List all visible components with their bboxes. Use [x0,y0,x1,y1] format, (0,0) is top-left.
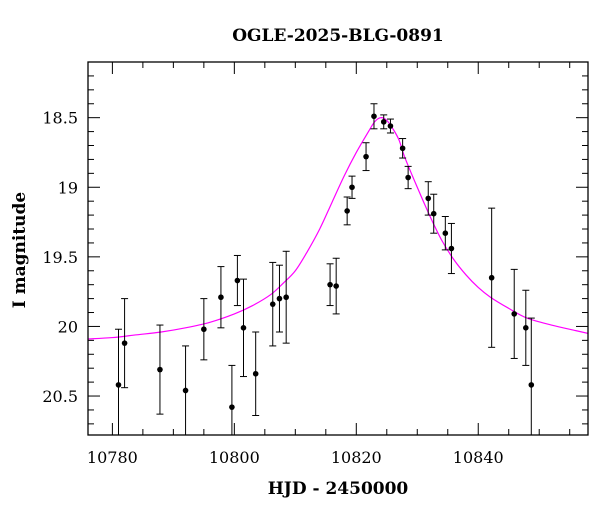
data-point [182,345,190,435]
data-point [522,289,530,366]
data-marker [430,210,437,217]
data-point [404,165,412,190]
data-marker [488,274,495,281]
data-point [282,250,290,344]
x-tick-label: 10820 [331,448,382,467]
data-point [156,324,164,415]
data-marker [115,382,122,388]
data-marker [229,404,235,410]
data-marker [405,174,411,181]
data-point [370,103,378,130]
data-marker [380,119,387,125]
axis-ticks [88,61,588,435]
y-axis-label: I magnitude [10,192,30,309]
data-point [326,263,334,307]
data-marker [327,281,333,288]
data-marker [425,195,432,202]
data-point [332,257,340,315]
data-marker [349,184,355,191]
data-marker [442,230,449,236]
data-marker [218,294,224,301]
x-tick-label: 10800 [209,448,260,467]
chart-title: OGLE-2025-BLG-0891 [232,26,444,46]
data-point [424,181,432,216]
data-point [399,138,407,159]
data-marker [121,340,128,346]
data-marker [371,113,377,120]
data-point [114,328,122,435]
data-point [228,364,236,435]
data-marker [240,325,247,331]
data-point [447,222,455,275]
x-axis-label: HJD - 2450000 [268,479,409,499]
data-marker [283,294,289,301]
data-point [527,317,535,435]
data-marker [448,245,455,252]
y-tick-label: 20.5 [42,387,78,406]
data-point [380,114,388,130]
data-point [217,266,225,329]
data-point [121,298,129,389]
data-marker [252,370,259,377]
data-marker [523,325,529,331]
data-marker [387,123,394,129]
y-tick-label: 18.5 [42,109,78,128]
y-tick-label: 19.5 [42,248,78,267]
data-point [441,215,449,251]
data-marker [363,153,369,160]
data-point [252,331,260,417]
data-point [348,175,356,199]
data-point [488,207,496,348]
x-tick-label: 10840 [453,448,504,467]
data-point [343,196,351,226]
data-marker [269,301,276,307]
data-point [200,298,208,361]
model-curve-layer [88,117,588,340]
y-tick-label: 20 [58,317,78,336]
data-point [386,118,394,134]
data-point [510,268,518,359]
plot-frame [87,61,589,436]
data-marker [528,382,535,388]
data-marker [399,145,406,152]
data-points-layer [114,103,535,435]
data-point [239,278,247,378]
data-point [233,254,241,307]
x-tick-label: 10780 [87,448,138,467]
data-marker [182,387,189,394]
data-point [430,193,438,234]
data-point [275,264,283,333]
data-marker [201,326,207,333]
y-tick-label: 19 [58,178,78,197]
data-marker [333,283,339,289]
data-point [362,142,370,172]
data-marker [276,295,283,302]
data-marker [157,366,163,373]
data-marker [344,208,350,214]
data-marker [511,311,518,317]
data-point [269,261,277,347]
model-curve [88,117,588,340]
data-marker [234,277,241,284]
axis-tick-labels: 10780 10800 10820 10840 18.5 19 19.5 20 20.5 [42,109,503,467]
